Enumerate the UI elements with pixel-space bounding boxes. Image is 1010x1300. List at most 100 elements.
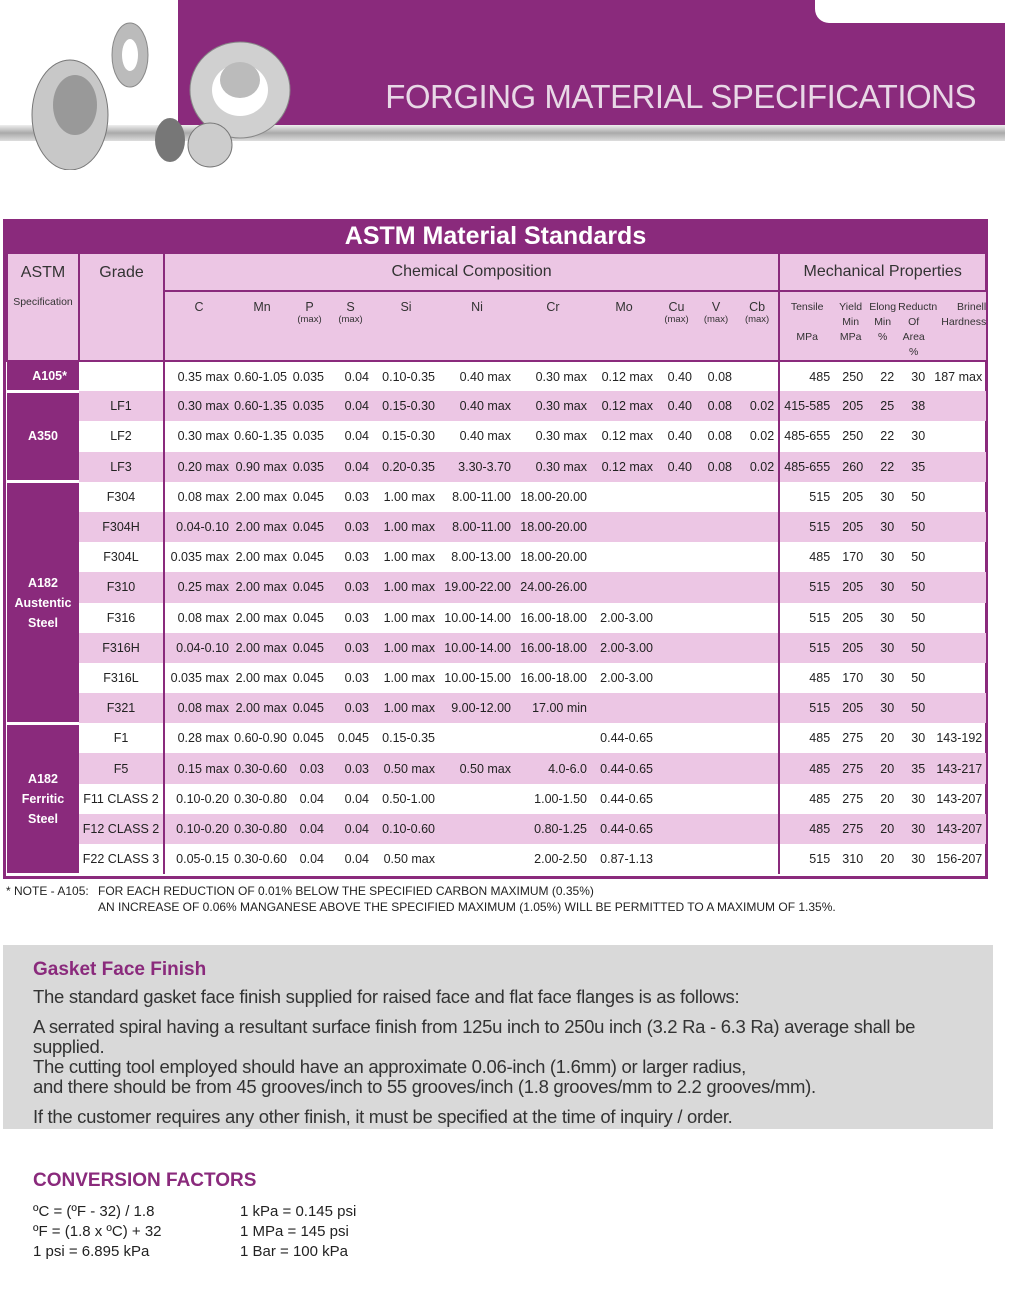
value-cell: [736, 753, 781, 784]
value-cell: 0.03: [344, 670, 369, 685]
value-cell: 3.30-3.70: [439, 451, 515, 482]
value-cell: 0.045: [292, 550, 324, 565]
value-cell: [591, 542, 657, 572]
chem-col-s: S (max): [328, 290, 373, 362]
astm-standards-table: ASTM Material Standards ASTM Specificatio…: [3, 219, 988, 879]
value-cell: 1.00 max: [383, 550, 435, 565]
value-cell: 1.00 max: [373, 693, 439, 724]
value-cell: 30: [880, 670, 895, 685]
value-cell: 0.60-0.90: [234, 731, 287, 746]
col-label: Mn: [253, 300, 271, 314]
value-cell: 0.045: [291, 632, 328, 663]
value-cell: 187 max: [934, 369, 983, 384]
value-cell: 4.0-6.0: [515, 753, 591, 784]
value-cell: 0.03: [328, 632, 373, 663]
value-cell: 0.50-1.00: [382, 791, 435, 806]
value-cell: [696, 572, 736, 603]
value-cell: 275: [842, 731, 864, 746]
value-cell: 50: [911, 489, 926, 504]
spec-word: Austentic: [14, 595, 72, 610]
value-cell: 0.02: [736, 391, 781, 422]
table-row: LF2 0.30 max 0.60-1.35 0.035 0.04 0.15-0.30 0.…: [7, 421, 986, 452]
col-label: %: [908, 346, 919, 358]
value-cell: [696, 693, 736, 724]
value-cell: 0.44-0.65: [591, 813, 657, 844]
grade-cell: LF1: [79, 391, 165, 422]
page-title: FORGING MATERIAL SPECIFICATIONS: [385, 78, 976, 115]
value-cell: 0.04-0.10: [164, 632, 233, 663]
paragraph: The standard gasket face finish supplied…: [33, 986, 740, 1007]
value-cell: 0.035 max: [170, 550, 229, 565]
value-cell: [736, 361, 781, 392]
grade-cell: F310: [79, 572, 165, 603]
value-cell: 0.03: [344, 489, 369, 504]
value-cell: [929, 572, 987, 603]
section-title: Gasket Face Finish: [33, 959, 207, 980]
value-cell: 0.04: [299, 791, 324, 806]
value-cell: 485: [779, 813, 835, 844]
col-label: Elong: [869, 301, 897, 313]
paragraph-line: A serrated spiral having a resultant sur…: [33, 1016, 916, 1057]
value-cell: 8.00-11.00: [439, 511, 515, 543]
col-label: MPa: [839, 331, 862, 343]
value-cell: [657, 753, 696, 784]
value-cell: 515: [809, 852, 831, 867]
mech-col-yield: Yield Min MPa: [834, 290, 868, 362]
grade-cell: LF2: [79, 421, 165, 452]
value-cell: 0.20-0.35: [373, 451, 439, 482]
value-cell: 0.10-0.35: [382, 369, 435, 384]
value-cell: 50: [911, 610, 926, 625]
value-cell: [515, 723, 591, 753]
paragraph-line: and there should be from 45 grooves/inch…: [33, 1076, 816, 1097]
value-cell: 0.04-0.10: [164, 511, 233, 543]
value-cell: [929, 451, 987, 482]
value-cell: 0.04: [299, 852, 324, 867]
value-cell: 415-585: [779, 391, 835, 422]
value-cell: 1.00 max: [383, 670, 435, 685]
grade-cell: F12 CLASS 2: [79, 813, 165, 844]
value-cell: 275: [842, 791, 864, 806]
grade-header: Grade: [78, 252, 165, 362]
value-cell: 17.00 min: [515, 693, 591, 724]
value-cell: 2.00 max: [235, 489, 287, 504]
value-cell: 0.04: [344, 429, 369, 444]
value-cell: 35: [898, 451, 930, 482]
value-cell: 30: [880, 610, 895, 625]
table-row: F316L 0.035 max 2.00 max 0.045 0.03 1.00 max 1…: [7, 662, 986, 694]
value-cell: [657, 542, 696, 572]
value-cell: [929, 693, 987, 724]
conversion-item: ºF = (1.8 x ºC) + 32: [33, 1223, 162, 1240]
value-cell: 0.12 max: [601, 369, 653, 384]
a105-note: * NOTE - A105: FOR EACH REDUCTION OF 0.01…: [6, 883, 836, 915]
value-cell: 30: [911, 369, 926, 384]
col-unit: (max): [297, 314, 322, 325]
value-cell: [657, 572, 696, 603]
table-row: F321 0.08 max 2.00 max 0.045 0.03 1.00 max 9.0…: [7, 693, 987, 724]
value-cell: 18.00-20.00: [515, 511, 591, 543]
value-cell: [736, 481, 781, 512]
chem-col-ni: Ni: [439, 290, 515, 362]
value-cell: 143-192: [936, 731, 983, 746]
col-label: Ni: [471, 300, 483, 314]
value-cell: 0.30 max: [535, 369, 587, 384]
value-cell: [591, 482, 657, 512]
col-label: Cu: [668, 300, 685, 314]
value-cell: 0.08 max: [177, 489, 229, 504]
value-cell: 0.30-0.60: [233, 753, 291, 784]
value-cell: 0.40 max: [439, 391, 515, 422]
value-cell: 22: [880, 429, 895, 444]
value-cell: 0.035: [291, 451, 328, 482]
mech-col-tensile: Tensile MPa: [779, 290, 835, 362]
grade-cell: F22 CLASS 3: [79, 844, 165, 875]
value-cell: 275: [834, 813, 868, 844]
value-cell: 205: [842, 610, 864, 625]
value-cell: 35: [898, 753, 930, 784]
value-cell: 10.00-14.00: [444, 610, 511, 625]
spec-word: Steel: [28, 615, 58, 630]
value-cell: 20: [880, 852, 895, 867]
value-cell: [736, 572, 781, 603]
value-cell: 0.035: [292, 369, 324, 384]
value-cell: 50: [911, 550, 926, 565]
value-cell: 0.25 max: [164, 572, 233, 603]
value-cell: [929, 663, 986, 693]
